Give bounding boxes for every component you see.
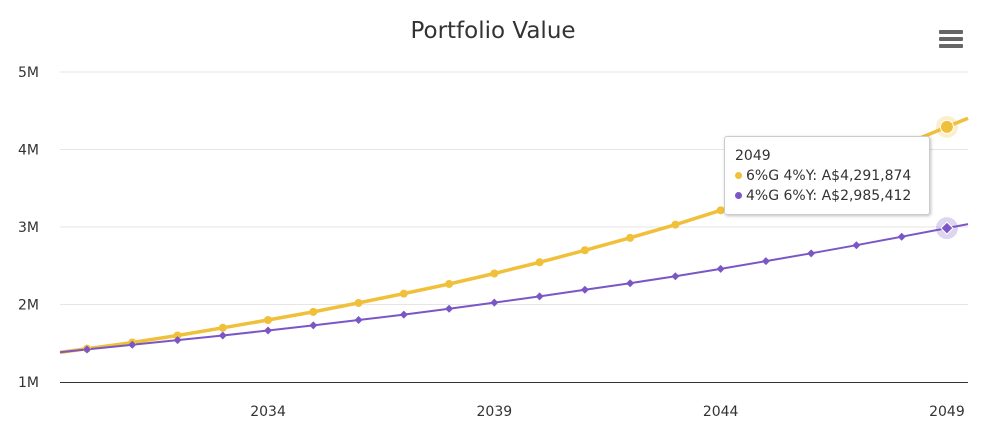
data-point [445, 304, 454, 313]
data-point [671, 272, 680, 281]
data-point [264, 326, 273, 335]
data-point [309, 307, 318, 316]
series-line-2 [59, 223, 969, 354]
tooltip-row-2: 4%G 6%Y: A$2,985,412 [735, 186, 919, 206]
data-point [716, 206, 725, 215]
y-tick-label: 1M [18, 375, 39, 391]
data-point [671, 220, 680, 229]
data-point [939, 119, 954, 134]
data-point [354, 298, 363, 307]
chart-menu-button[interactable] [939, 30, 963, 50]
data-point [218, 331, 227, 340]
hamburger-menu-icon [939, 30, 963, 34]
tooltip-row-1: 6%G 4%Y: A$4,291,874 [735, 166, 919, 186]
data-point [399, 289, 408, 298]
y-tick-label: 3M [18, 220, 39, 236]
data-point [897, 232, 906, 241]
data-point [264, 316, 273, 324]
y-tick-label: 2M [18, 298, 39, 314]
series-1-dot-icon [735, 172, 742, 179]
data-point [940, 221, 954, 235]
data-point [354, 316, 363, 324]
data-point [535, 292, 544, 301]
data-point [626, 233, 635, 242]
chart-title: Portfolio Value [410, 18, 576, 44]
tooltip: 2049 6%G 4%Y: A$4,291,874 4%G 6%Y: A$2,9… [724, 136, 930, 215]
data-point [716, 264, 725, 273]
tooltip-line-2: 4%G 6%Y: A$2,985,412 [746, 188, 912, 204]
data-point [173, 336, 182, 345]
data-point [128, 340, 137, 349]
x-tick-label: 2049 [929, 404, 965, 420]
data-point [852, 241, 861, 250]
x-tick-label: 2034 [250, 404, 286, 420]
data-point [580, 285, 589, 294]
data-point [309, 321, 318, 330]
y-tick-label: 4M [18, 143, 39, 159]
tooltip-header: 2049 [735, 148, 771, 164]
data-point [445, 279, 454, 288]
data-point [490, 269, 499, 278]
data-point [626, 279, 635, 288]
series-2-dot-icon [735, 192, 742, 199]
y-tick-label: 5M [18, 65, 39, 81]
tooltip-line-1: 6%G 4%Y: A$4,291,874 [746, 168, 912, 184]
data-point [535, 258, 544, 267]
data-point [761, 257, 770, 266]
data-point [580, 246, 589, 255]
data-point [807, 249, 816, 258]
x-tick-label: 2039 [477, 404, 513, 420]
data-point [399, 310, 408, 319]
data-point [173, 331, 182, 340]
data-point [218, 323, 227, 332]
data-point [490, 298, 499, 307]
x-tick-label: 2044 [703, 404, 739, 420]
data-point [83, 345, 91, 354]
